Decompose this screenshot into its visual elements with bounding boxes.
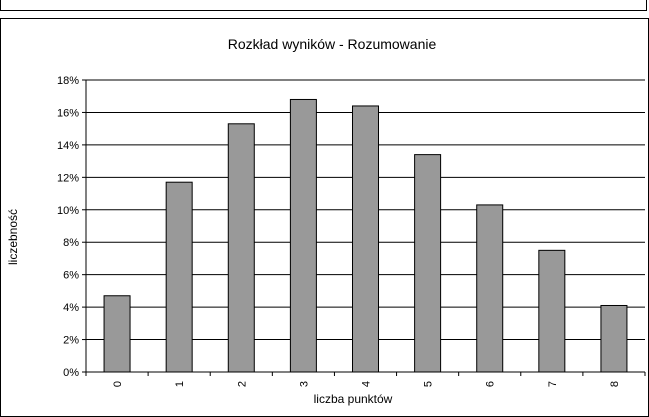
y-tick-label: 0% bbox=[63, 367, 79, 379]
x-tick-label: 4 bbox=[361, 381, 373, 387]
chart-title: Rozkład wyników - Rozumowanie bbox=[228, 36, 437, 52]
x-tick-label: 1 bbox=[174, 381, 186, 387]
x-tick-labels: 0 1 2 3 4 5 6 7 8 bbox=[112, 381, 621, 387]
x-tick-label: 6 bbox=[485, 381, 497, 387]
y-tick-label: 16% bbox=[57, 107, 79, 119]
x-tick-label: 2 bbox=[236, 381, 248, 387]
bar-2 bbox=[227, 123, 255, 373]
y-tick-label: 8% bbox=[63, 237, 79, 249]
bars bbox=[103, 98, 628, 373]
chart-frame: Rozkład wyników - Rozumowanie liczebność… bbox=[0, 18, 649, 417]
y-tick-label: 6% bbox=[63, 270, 79, 282]
bar-chart: Rozkład wyników - Rozumowanie liczebność… bbox=[6, 36, 646, 406]
y-tick-label: 14% bbox=[57, 140, 79, 152]
y-tick-label: 2% bbox=[63, 335, 79, 347]
bar-5 bbox=[414, 154, 442, 373]
x-tick-label: 0 bbox=[112, 381, 124, 387]
y-tick-label: 12% bbox=[57, 172, 79, 184]
axes bbox=[85, 80, 646, 376]
x-tick-label: 7 bbox=[547, 381, 559, 387]
y-tick-label: 18% bbox=[57, 75, 79, 87]
bar-4 bbox=[352, 105, 379, 373]
bar-1 bbox=[165, 181, 193, 373]
x-tick-label: 3 bbox=[298, 381, 310, 387]
bar-3 bbox=[289, 98, 317, 373]
bar-0 bbox=[103, 295, 131, 373]
y-tick-label: 4% bbox=[63, 302, 79, 314]
top-frame bbox=[0, 0, 647, 11]
y-tick-labels: 0% 2% 4% 6% 8% 10% 12% 14% 16% 18% bbox=[57, 75, 79, 379]
bar-7 bbox=[538, 249, 566, 373]
x-axis-title: liczba punktów bbox=[314, 392, 393, 406]
y-tick-label: 10% bbox=[57, 205, 79, 217]
bar-8 bbox=[600, 304, 628, 373]
y-axis-title: liczebność bbox=[6, 209, 20, 265]
x-tick-label: 8 bbox=[609, 381, 621, 387]
x-tick-label: 5 bbox=[423, 381, 435, 387]
bar-6 bbox=[476, 204, 504, 373]
